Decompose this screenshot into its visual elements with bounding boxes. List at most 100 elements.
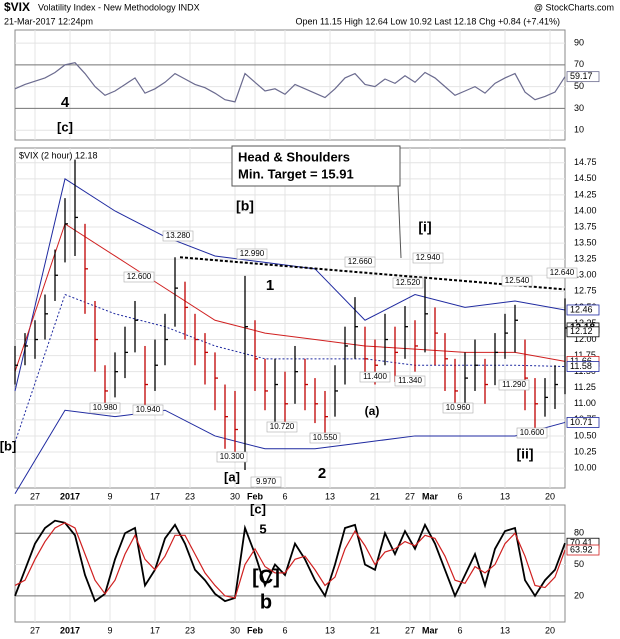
- callout-text: Min. Target = 15.91: [238, 166, 354, 181]
- annotation-box: [162, 230, 194, 242]
- callout-box: [231, 145, 401, 187]
- y-tick-label: 80: [574, 528, 584, 538]
- last-value-box: [566, 544, 600, 556]
- price-annotation: 10.600: [520, 428, 545, 437]
- wave-label: [C]: [252, 566, 280, 588]
- quote: Open 11.15 High 12.64 Low 10.92 Last 12.…: [295, 16, 560, 26]
- price-annotation: 12.640: [550, 268, 575, 277]
- last-value-label: 63.92: [570, 544, 593, 554]
- x-tick-label: 27: [30, 625, 40, 635]
- x-tick-label: 27: [405, 625, 415, 635]
- x-tick-label: 6: [457, 491, 462, 501]
- x-tick-label: 17: [150, 491, 160, 501]
- wave-label: [i]: [418, 219, 431, 235]
- panel-frame: [14, 504, 566, 623]
- last-value-box: [566, 417, 600, 428]
- x-tick-label: Feb: [247, 625, 264, 635]
- price-annotation: 9.970: [256, 477, 277, 486]
- y-tick-label: 12.75: [574, 286, 597, 296]
- price-annotation: 10.960: [446, 403, 471, 412]
- last-value-box: [566, 326, 600, 338]
- price-label: $VIX (2 hour) 12.18: [19, 150, 98, 160]
- price-annotation: 12.540: [505, 276, 530, 285]
- x-tick-label: 21: [370, 491, 380, 501]
- series-line: [14, 519, 566, 603]
- source: @ StockCharts.com: [534, 2, 614, 12]
- annotation-box: [412, 252, 444, 264]
- price-annotation: 11.400: [363, 372, 387, 381]
- last-value-label: 12.46: [570, 304, 593, 314]
- x-tick-label: 13: [500, 625, 510, 635]
- x-tick-label: 2017: [60, 491, 80, 501]
- y-tick-label: 11.00: [574, 398, 596, 408]
- price-annotation: 10.300: [220, 452, 245, 461]
- wave-label: [a]: [224, 469, 240, 484]
- annotation-box: [516, 427, 548, 439]
- overlay-line: [14, 293, 566, 443]
- wave-label: [c]: [57, 119, 73, 134]
- x-tick-label: 13: [325, 491, 335, 501]
- x-tick-label: 9: [107, 491, 112, 501]
- y-tick-label: 20: [574, 590, 584, 600]
- x-tick-label: 30: [230, 625, 240, 635]
- last-value-label: 12.12: [570, 326, 593, 336]
- annotation-box: [498, 379, 530, 391]
- overlay-line: [14, 223, 566, 372]
- y-tick-label: 50: [574, 559, 584, 569]
- annotation-box: [123, 271, 155, 283]
- trendline: [179, 256, 566, 291]
- y-tick-label: 10.50: [574, 430, 597, 440]
- overlay-line: [14, 409, 566, 495]
- y-tick-label: 13.75: [574, 221, 597, 231]
- x-tick-label: 27: [405, 491, 415, 501]
- callout-pointer: [397, 185, 402, 259]
- annotation-box: [546, 267, 578, 279]
- series-line: [14, 522, 566, 599]
- y-tick-label: 50: [574, 81, 584, 91]
- wave-label: [b]: [0, 438, 16, 453]
- wave-label: 2: [318, 465, 326, 482]
- x-tick-label: 9: [107, 625, 112, 635]
- annotation-box: [250, 476, 282, 488]
- annotation-box: [392, 277, 424, 289]
- y-tick-label: 10: [574, 125, 584, 135]
- annotation-box: [89, 402, 121, 414]
- price-annotation: 12.940: [416, 253, 441, 262]
- annotation-box: [442, 402, 474, 414]
- annotation-box: [309, 432, 341, 444]
- annotation-box: [501, 275, 533, 287]
- wave-label: 4: [61, 94, 70, 111]
- y-tick-label: 13.25: [574, 254, 597, 264]
- y-tick-label: 90: [574, 37, 584, 47]
- price-annotation: 12.520: [396, 278, 421, 287]
- last-value-label: 11.66: [570, 356, 592, 366]
- y-tick-label: 14.50: [574, 173, 597, 183]
- annotation-box: [236, 248, 268, 260]
- annotation-box: [394, 375, 426, 387]
- y-tick-label: 10.00: [574, 462, 597, 472]
- series-line: [14, 62, 566, 103]
- x-tick-label: 6: [282, 625, 287, 635]
- y-tick-label: 11.75: [574, 350, 596, 360]
- y-tick-label: 12.00: [574, 334, 597, 344]
- x-tick-label: 30: [230, 491, 240, 501]
- last-value-box: [566, 361, 600, 372]
- x-tick-label: 20: [545, 625, 555, 635]
- wave-label: [b]: [236, 198, 254, 214]
- y-tick-label: 14.75: [574, 157, 597, 167]
- last-value-label: 59.17: [570, 71, 593, 81]
- x-tick-label: 17: [150, 625, 160, 635]
- wave-label: [ii]: [516, 446, 533, 462]
- symbol: $VIX: [4, 0, 30, 14]
- x-tick-label: 23: [185, 625, 195, 635]
- index-name: Volatility Index - New Methodology INDX: [38, 2, 200, 12]
- y-tick-label: 11.25: [574, 382, 596, 392]
- x-tick-label: 13: [325, 625, 335, 635]
- x-tick-label: 27: [30, 491, 40, 501]
- price-annotation: 10.720: [270, 422, 295, 431]
- y-tick-label: 14.00: [574, 205, 597, 215]
- last-value-box: [566, 304, 600, 316]
- price-annotation: 10.550: [313, 433, 338, 442]
- last-value-label: 70.41: [570, 538, 593, 548]
- x-tick-label: 20: [545, 491, 555, 501]
